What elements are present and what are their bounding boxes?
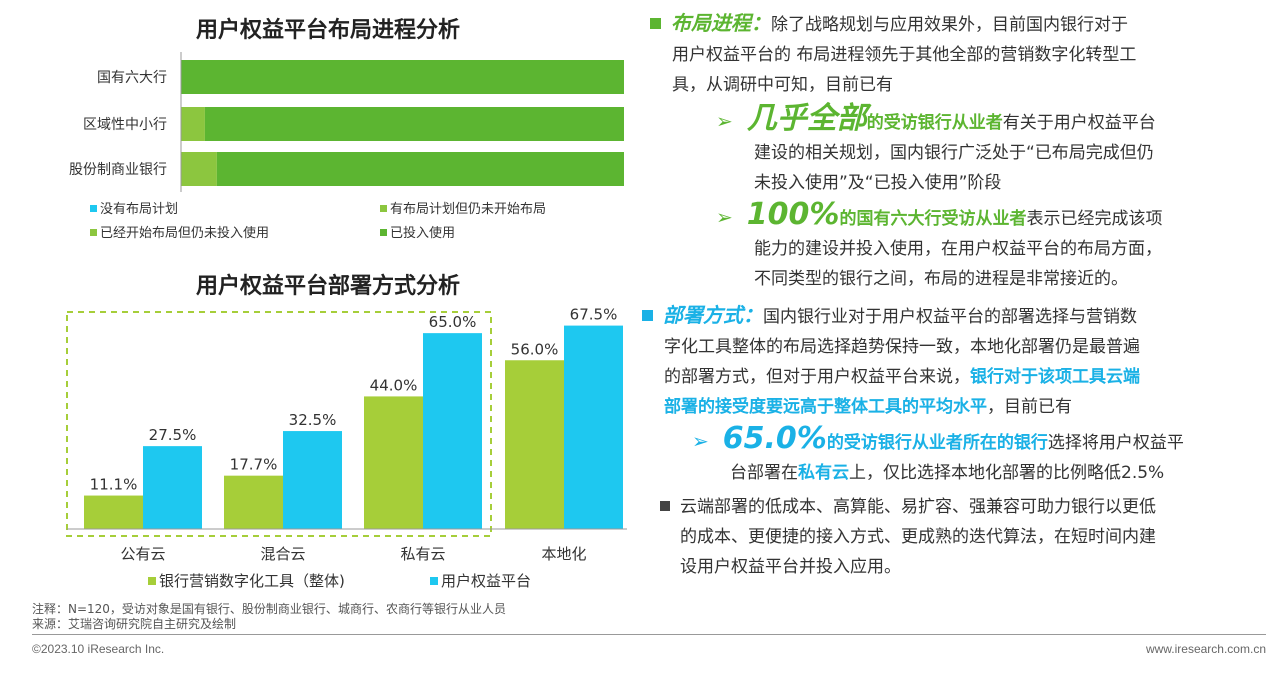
- chart1-legend-label: 有布局计划但仍未开始布局: [390, 202, 546, 217]
- chart1-legend-swatch: [90, 205, 97, 212]
- b1-line1: 有关于用户权益平台: [1002, 113, 1156, 133]
- chart1-legend-swatch: [380, 205, 387, 212]
- source-note: 来源：艾瑞咨询研究院自主研究及绘制: [32, 617, 237, 631]
- chart2-data-label: 65.0%: [429, 313, 477, 331]
- chart2-title: 用户权益平台部署方式分析: [196, 274, 461, 299]
- chart1-legend-label: 已投入使用: [390, 225, 455, 241]
- chart2-legend-label: 银行营销数字化工具（整体): [159, 572, 345, 590]
- chart1-legend-label: 没有布局计划: [100, 202, 178, 217]
- b3-line2a: 台部署在: [730, 463, 798, 483]
- b3-line2b: 私有云: [798, 463, 849, 483]
- square-bullet-icon: [660, 501, 670, 511]
- chart2-bar: [283, 431, 342, 529]
- chart2-legend-swatch: [430, 577, 438, 585]
- b2-bold: 的国有六大行受访从业者: [839, 209, 1027, 229]
- square-bullet-icon: [642, 310, 653, 321]
- chart1-legend-label: 已经开始布局但仍未投入使用: [100, 225, 269, 241]
- p3-line1: 云端部署的低成本、高算能、易扩容、强兼容可助力银行以更低: [680, 497, 1156, 517]
- chart1-bar-segment: [181, 152, 217, 186]
- chart2-svg: 11.1% 27.5% 公有云 17.7% 32.5% 混合云 44.0% 65.0% 私有云 5…: [66, 306, 627, 590]
- b2-emphasis: 100%: [746, 197, 840, 232]
- p1-line2: 用户权益平台的 布局进程领先于其他全部的营销数字化转型工: [672, 45, 1137, 65]
- p1-line1: 除了战略规划与应用效果外，目前国内银行对于: [771, 15, 1128, 35]
- chart1-bar-segment: [216, 152, 624, 186]
- chart2-data-label: 32.5%: [289, 411, 337, 429]
- b1-bold: 的受访银行从业者: [866, 113, 1003, 133]
- p2-line2: 字化工具整体的布局选择趋势保持一致，本地化部署仍是最普遍: [664, 337, 1140, 357]
- chart2-bar: [364, 396, 423, 529]
- chart2-category-label: 私有云: [400, 545, 445, 563]
- chart1-category-label: 区域性中小行: [83, 117, 167, 133]
- chart2-data-label: 44.0%: [370, 376, 418, 394]
- chart2-category-label: 本地化: [541, 545, 586, 563]
- chart2-data-label: 56.0%: [511, 340, 559, 358]
- b3-line1: 选择将用户权益平: [1047, 433, 1184, 453]
- p1-title: 布局进程：: [671, 11, 771, 35]
- b2-line3: 不同类型的银行之间，布局的进程是非常接近的。: [754, 269, 1128, 289]
- layout-progress-paragraph: 布局进程：除了战略规划与应用效果外，目前国内银行对于 用户权益平台的 布局进程领…: [650, 8, 1270, 100]
- bullet1: ➢ 几乎全部的受访银行从业者有关于用户权益平台 建设的相关规划，国内银行广泛处于“…: [716, 104, 1270, 198]
- chart2-bar: [505, 360, 564, 529]
- p3-line2: 的成本、更便捷的接入方式、更成熟的迭代算法，在短时间内建: [680, 527, 1156, 547]
- chart2-data-label: 27.5%: [149, 426, 197, 444]
- deployment-paragraph: 部署方式：国内银行业对于用户权益平台的部署选择与营销数 字化工具整体的布局选择趋…: [642, 300, 1270, 422]
- p2-line1: 国内银行业对于用户权益平台的部署选择与营销数: [763, 307, 1137, 327]
- b1-emphasis: 几乎全部: [746, 101, 867, 136]
- arrow-icon: ➢: [716, 205, 733, 229]
- chart1-title: 用户权益平台布局进程分析: [196, 18, 461, 43]
- chart1-bar-segment: [204, 107, 624, 141]
- b3-emphasis: 65.0%: [722, 421, 827, 456]
- chart2-data-label: 67.5%: [570, 306, 618, 324]
- p2-title: 部署方式：: [663, 303, 763, 327]
- chart2-bar: [84, 495, 143, 529]
- chart2-highlight-box: [66, 311, 492, 537]
- chart1-legend-swatch: [380, 229, 387, 236]
- chart2-bar: [423, 333, 482, 529]
- chart1-category-label: 国有六大行: [97, 70, 167, 86]
- b2-line2: 能力的建设并投入使用，在用户权益平台的布局方面，: [754, 239, 1162, 259]
- b3-line2c: 上，仅比选择本地化部署的比例略低2.5%: [849, 463, 1165, 483]
- chart2-data-label: 17.7%: [230, 456, 278, 474]
- b2-line1: 表示已经完成该项: [1026, 209, 1163, 229]
- chart2-category-label: 公有云: [120, 545, 165, 563]
- chart1-bar-segment: [181, 60, 624, 94]
- right-text-panel: 布局进程：除了战略规划与应用效果外，目前国内银行对于 用户权益平台的 布局进程领…: [642, 8, 1270, 582]
- p2-line4b: ，目前已有: [987, 397, 1072, 417]
- bullet3: ➢ 65.0%的受访银行从业者所在的银行选择将用户权益平 台部署在私有云上，仅比选…: [692, 424, 1270, 488]
- p2-line3a: 的部署方式，但对于用户权益平台来说，: [664, 367, 970, 387]
- b1-line3: 未投入使用”及“已投入使用”阶段: [754, 173, 1002, 193]
- bullet2: ➢ 100%的国有六大行受访从业者表示已经完成该项 能力的建设并投入使用，在用户权…: [716, 200, 1270, 294]
- chart1-legend-swatch: [90, 229, 97, 236]
- arrow-icon: ➢: [716, 109, 733, 133]
- chart1-category-label: 股份制商业银行: [69, 162, 167, 178]
- website-link[interactable]: www.iresearch.com.cn: [1145, 642, 1266, 656]
- chart2-bar: [143, 446, 202, 529]
- chart2-category-label: 混合云: [260, 545, 305, 563]
- p1-line3: 具，从调研中可知，目前已有: [672, 75, 893, 95]
- p3-line3: 设用户权益平台并投入应用。: [680, 557, 901, 577]
- cloud-paragraph: 云端部署的低成本、高算能、易扩容、强兼容可助力银行以更低 的成本、更便捷的接入方…: [660, 492, 1270, 582]
- square-bullet-icon: [650, 18, 661, 29]
- p2-line4a: 部署的接受度要远高于整体工具的平均水平: [664, 397, 987, 417]
- b3-bold: 的受访银行从业者所在的银行: [826, 433, 1048, 453]
- chart2-legend-label: 用户权益平台: [441, 572, 531, 590]
- p2-line3b: 银行对于该项工具云端: [970, 367, 1140, 387]
- chart2-data-label: 11.1%: [90, 476, 138, 494]
- b1-line2: 建设的相关规划，国内银行广泛处于“已布局完成但仍: [754, 143, 1154, 163]
- copyright: ©2023.10 iResearch Inc.: [32, 642, 165, 656]
- footer-divider: [32, 634, 1266, 635]
- chart2-legend-swatch: [148, 577, 156, 585]
- footnote: 注释：N=120，受访对象是国有银行、股份制商业银行、城商行、农商行等银行从业人…: [32, 602, 506, 616]
- arrow-icon: ➢: [692, 429, 709, 453]
- chart1-bar-segment: [181, 107, 205, 141]
- chart2-bar: [564, 325, 623, 529]
- chart2-bar: [224, 475, 283, 529]
